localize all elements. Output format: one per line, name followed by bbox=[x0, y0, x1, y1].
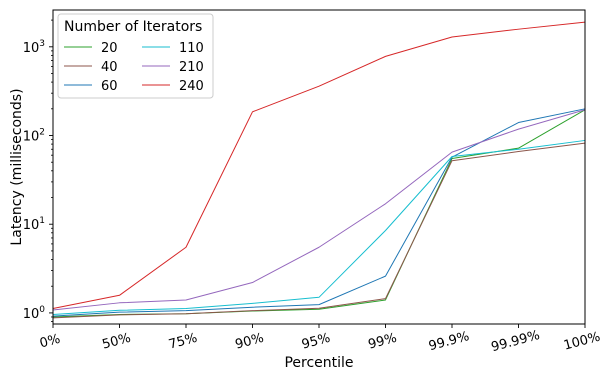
x-tick-label: 0% bbox=[38, 332, 62, 352]
y-tick-label: 100 bbox=[23, 305, 46, 322]
legend-label-240: 240 bbox=[179, 79, 204, 94]
y-axis-label: Latency (milliseconds) bbox=[9, 88, 25, 245]
legend: Number of Iterators 20 40 60 110 210 240 bbox=[57, 13, 214, 99]
x-axis-ticks: 0% 50% 75% 90% 95% 99% 99.9% 99.99% 100% bbox=[38, 324, 602, 355]
legend-label-210: 210 bbox=[179, 60, 204, 75]
x-tick-label: 90% bbox=[234, 331, 266, 353]
y-axis-ticks: 100 101 102 103 bbox=[23, 19, 53, 322]
legend-label-60: 60 bbox=[101, 79, 118, 94]
series-line-210 bbox=[52, 109, 586, 311]
plot-frame bbox=[52, 9, 586, 325]
x-tick-label: 95% bbox=[300, 331, 332, 353]
y-tick-label: 103 bbox=[23, 39, 45, 56]
series-line-110 bbox=[52, 139, 586, 315]
x-tick-label: 99.9% bbox=[427, 329, 471, 354]
legend-title: Number of Iterators bbox=[64, 19, 202, 35]
series-lines bbox=[52, 21, 586, 319]
x-tick-label: 99% bbox=[367, 331, 399, 353]
y-tick-label: 102 bbox=[23, 128, 45, 145]
x-tick-label: 99.99% bbox=[490, 328, 542, 355]
x-tick-label: 75% bbox=[167, 331, 199, 353]
x-tick-label: 50% bbox=[101, 331, 133, 353]
series-line-60 bbox=[52, 108, 586, 317]
x-axis-label: Percentile bbox=[284, 355, 353, 371]
legend-label-40: 40 bbox=[101, 60, 118, 75]
x-tick-label: 100% bbox=[562, 330, 602, 354]
legend-label-110: 110 bbox=[179, 41, 204, 56]
series-line-240 bbox=[52, 21, 586, 310]
legend-label-20: 20 bbox=[101, 41, 118, 56]
series-line-40 bbox=[52, 142, 586, 319]
legend-box bbox=[57, 13, 214, 99]
y-tick-label: 101 bbox=[23, 216, 45, 233]
legend-items: 20 40 60 110 210 240 bbox=[64, 41, 204, 94]
